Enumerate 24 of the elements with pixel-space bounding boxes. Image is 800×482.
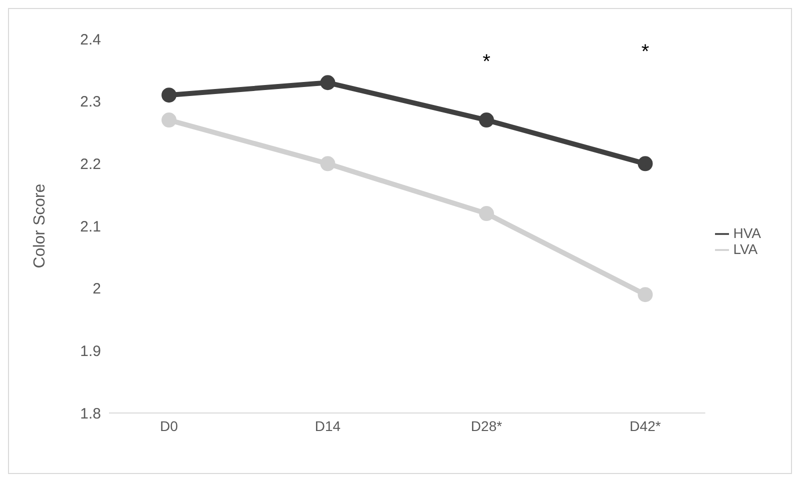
point [162,112,176,128]
x-tick-label: D14 [314,418,341,434]
y-tick-label: 2.2 [80,156,101,173]
point [479,112,494,128]
y-tick-label: 1.9 [80,342,101,360]
point [479,206,494,222]
y-axis-title: Color Score [32,184,49,268]
point [320,75,336,90]
point [638,156,653,172]
y-tick-label: 2.3 [80,94,101,111]
x-tick-label: D42* [630,418,662,434]
y-tick-label: 2 [92,280,101,298]
annotation: * [641,41,650,64]
annotation: * [482,51,491,74]
x-tick-label: D0 [160,418,178,434]
y-tick-label: 1.8 [80,405,101,422]
point [162,88,176,103]
y-tick-label: 2.1 [80,218,101,236]
x-tick-label: D28* [470,418,503,434]
y-tick-label: 2.4 [80,31,101,48]
point [320,156,336,172]
legend-label: HVA [733,224,761,241]
point [638,287,653,302]
legend-label: LVA [733,241,758,257]
